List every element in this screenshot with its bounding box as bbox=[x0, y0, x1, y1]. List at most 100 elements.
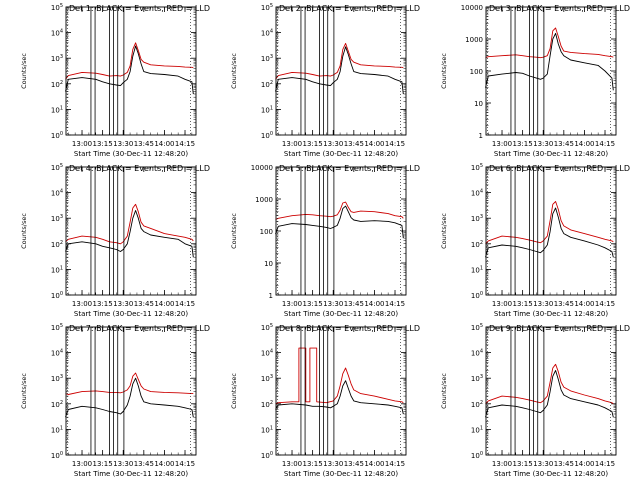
y-tick-label: 100 bbox=[471, 291, 483, 300]
y-tick-label: 10000 bbox=[461, 4, 483, 12]
y-axis-label: Counts/sec bbox=[440, 53, 448, 89]
x-tick-label: 13:45 bbox=[344, 460, 364, 468]
plot-frame bbox=[65, 326, 197, 456]
y-tick-label: 100 bbox=[51, 291, 63, 300]
x-tick-label: 14:15 bbox=[595, 300, 615, 308]
y-tick-label: 102 bbox=[51, 400, 63, 409]
x-tick-label: 13:45 bbox=[344, 300, 364, 308]
y-tick-label: 101 bbox=[261, 425, 273, 434]
detector-panel-9: Det 9: BLACK = Events, RED = LLD Counts/s… bbox=[440, 323, 630, 478]
x-tick-label: 13:00 bbox=[492, 300, 512, 308]
x-tick-label: 13:15 bbox=[93, 300, 113, 308]
x-tick-label: 13:00 bbox=[492, 140, 512, 148]
y-tick-label: 100 bbox=[261, 131, 273, 140]
y-tick-label: 102 bbox=[51, 240, 63, 249]
panel-title: Det 7: BLACK = Events, RED = LLD bbox=[69, 324, 210, 333]
x-tick-label: 14:15 bbox=[385, 300, 405, 308]
y-tick-label: 1 bbox=[479, 132, 483, 140]
x-tick-label: 13:30 bbox=[533, 140, 553, 148]
y-tick-label: 102 bbox=[471, 240, 483, 249]
y-tick-label: 102 bbox=[261, 400, 273, 409]
y-tick-label: 101 bbox=[51, 105, 63, 114]
events-series-line bbox=[65, 377, 194, 418]
y-axis-label: Counts/sec bbox=[440, 373, 448, 409]
y-tick-label: 100 bbox=[471, 451, 483, 460]
y-tick-label: 103 bbox=[51, 374, 63, 383]
x-tick-label: 14:15 bbox=[175, 140, 195, 148]
y-tick-label: 104 bbox=[471, 349, 483, 358]
x-tick-label: 14:15 bbox=[595, 460, 615, 468]
y-tick-label: 101 bbox=[261, 105, 273, 114]
y-tick-label: 100 bbox=[261, 451, 273, 460]
x-tick-label: 14:15 bbox=[385, 140, 405, 148]
events-series-line bbox=[275, 46, 404, 95]
y-axis-label: Counts/sec bbox=[230, 53, 238, 89]
detector-panel-8: Det 8: BLACK = Events, RED = LLD Counts/s… bbox=[230, 323, 420, 478]
y-tick-label: 105 bbox=[471, 163, 483, 172]
y-tick-label: 102 bbox=[51, 80, 63, 89]
x-tick-label: 14:15 bbox=[175, 460, 195, 468]
y-tick-label: 10 bbox=[474, 100, 483, 108]
x-tick-label: 14:15 bbox=[385, 460, 405, 468]
x-axis-label: Start Time (30-Dec-11 12:48:20) bbox=[74, 310, 188, 318]
x-tick-label: 13:00 bbox=[72, 140, 92, 148]
plot-frame bbox=[485, 326, 617, 456]
y-tick-label: 103 bbox=[471, 214, 483, 223]
lld-series-line bbox=[65, 372, 194, 395]
x-tick-label: 13:15 bbox=[513, 140, 533, 148]
plot-frame bbox=[275, 6, 407, 136]
y-tick-label: 103 bbox=[261, 374, 273, 383]
x-tick-label: 14:00 bbox=[154, 460, 174, 468]
x-tick-label: 13:45 bbox=[344, 140, 364, 148]
y-axis-label: Counts/sec bbox=[20, 53, 28, 89]
y-axis-label: Counts/sec bbox=[230, 373, 238, 409]
y-tick-label: 101 bbox=[51, 425, 63, 434]
x-tick-label: 13:30 bbox=[113, 300, 133, 308]
events-series-line bbox=[485, 370, 614, 418]
y-tick-label: 104 bbox=[261, 349, 273, 358]
events-series-line bbox=[65, 45, 194, 95]
x-tick-label: 13:45 bbox=[134, 300, 154, 308]
y-axis-label: Counts/sec bbox=[20, 373, 28, 409]
y-tick-label: 105 bbox=[51, 323, 63, 332]
x-tick-label: 14:00 bbox=[364, 460, 384, 468]
x-tick-label: 13:45 bbox=[554, 460, 574, 468]
plot-frame bbox=[485, 166, 617, 296]
x-axis-label: Start Time (30-Dec-11 12:48:20) bbox=[74, 470, 188, 478]
y-axis-label: Counts/sec bbox=[440, 213, 448, 249]
detector-panel-6: Det 6: BLACK = Events, RED = LLD Counts/s… bbox=[440, 163, 630, 318]
x-tick-label: 14:00 bbox=[364, 140, 384, 148]
y-tick-label: 103 bbox=[51, 54, 63, 63]
x-tick-label: 14:00 bbox=[154, 300, 174, 308]
detector-panel-5: Det 5: BLACK = Events, RED = LLD Counts/s… bbox=[230, 164, 420, 318]
x-tick-label: 14:00 bbox=[574, 140, 594, 148]
y-tick-label: 105 bbox=[51, 163, 63, 172]
panel-title: Det 9: BLACK = Events, RED = LLD bbox=[489, 324, 630, 333]
y-tick-label: 104 bbox=[51, 189, 63, 198]
events-series-line bbox=[65, 210, 194, 258]
panel-title: Det 1: BLACK = Events, RED = LLD bbox=[69, 4, 210, 13]
events-series-line bbox=[485, 207, 614, 258]
y-tick-label: 105 bbox=[261, 3, 273, 12]
y-tick-label: 101 bbox=[471, 265, 483, 274]
x-tick-label: 14:00 bbox=[574, 300, 594, 308]
panel-title: Det 8: BLACK = Events, RED = LLD bbox=[279, 324, 420, 333]
lld-series-line bbox=[485, 27, 614, 59]
x-tick-label: 13:15 bbox=[513, 300, 533, 308]
detector-panel-2: Det 2: BLACK = Events, RED = LLD Counts/s… bbox=[230, 3, 420, 158]
y-tick-label: 1000 bbox=[465, 36, 483, 44]
y-tick-label: 103 bbox=[471, 374, 483, 383]
y-tick-label: 1000 bbox=[255, 196, 273, 204]
y-tick-label: 103 bbox=[51, 214, 63, 223]
plot-frame bbox=[275, 326, 407, 456]
x-tick-label: 13:45 bbox=[134, 460, 154, 468]
x-tick-label: 13:00 bbox=[492, 460, 512, 468]
x-tick-label: 14:15 bbox=[175, 300, 195, 308]
x-axis-label: Start Time (30-Dec-11 12:48:20) bbox=[494, 310, 608, 318]
x-tick-label: 14:00 bbox=[154, 140, 174, 148]
x-tick-label: 14:00 bbox=[574, 460, 594, 468]
panel-title: Det 4: BLACK = Events, RED = LLD bbox=[69, 164, 210, 173]
events-series-line bbox=[275, 205, 404, 239]
x-tick-label: 13:30 bbox=[323, 300, 343, 308]
